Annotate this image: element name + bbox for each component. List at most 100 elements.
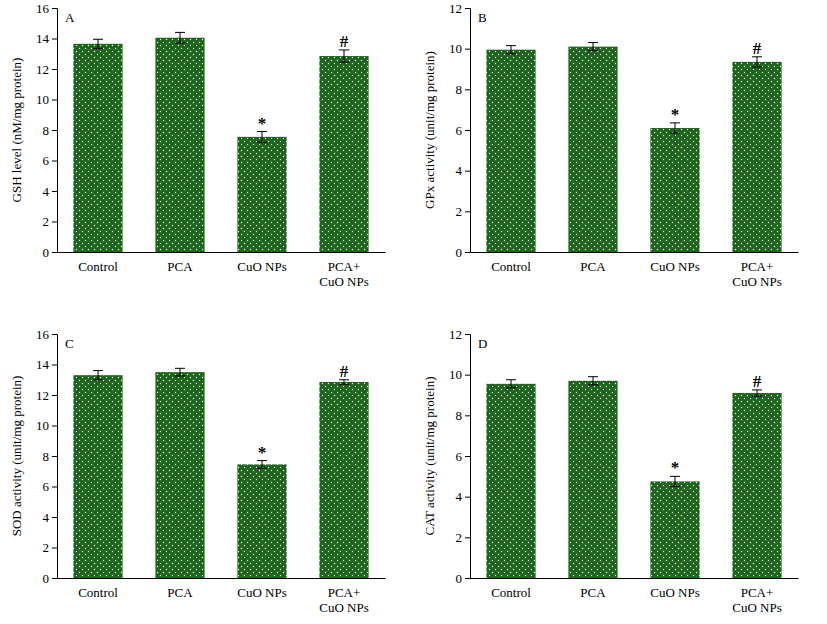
y-tick: 6 — [456, 449, 471, 464]
error-bar — [257, 132, 267, 143]
y-tick: 16 — [36, 1, 57, 16]
error-bar — [588, 43, 598, 51]
y-tick-label: 10 — [449, 41, 462, 56]
significance-marker: * — [671, 105, 680, 124]
y-tick: 8 — [456, 408, 471, 423]
y-tick-mark — [52, 130, 57, 131]
y-tick: 10 — [36, 418, 57, 433]
x-tick: CuO NPs — [237, 252, 287, 274]
significance-marker: * — [258, 443, 267, 462]
y-tick-mark — [52, 69, 57, 70]
x-tick: PCA — [580, 252, 606, 274]
panel-label: C — [65, 336, 74, 351]
y-tick: 2 — [43, 214, 58, 229]
y-tick-mark — [52, 334, 57, 335]
bar — [650, 481, 699, 578]
y-tick: 4 — [456, 163, 471, 178]
x-tick: PCA — [580, 578, 606, 600]
y-tick-mark — [52, 39, 57, 40]
y-tick: 10 — [449, 367, 470, 382]
y-tick-mark — [52, 191, 57, 192]
y-axis-title: GSH level (nM/mg protein) — [9, 58, 24, 203]
y-axis-line — [52, 9, 58, 253]
bar — [155, 372, 204, 578]
plot-area — [73, 32, 368, 252]
y-tick-label: 6 — [43, 479, 50, 494]
y-tick: 6 — [43, 479, 58, 494]
y-tick-label: 4 — [456, 163, 463, 178]
bar — [650, 128, 699, 252]
x-tick-label: PCA — [167, 259, 193, 274]
y-tick: 6 — [43, 153, 58, 168]
bar — [319, 56, 368, 252]
y-tick-mark — [52, 8, 57, 9]
y-tick: 12 — [449, 327, 470, 342]
y-tick-mark — [52, 548, 57, 549]
bar — [73, 44, 122, 252]
y-tick-mark — [465, 497, 470, 498]
y-axis-title: GPx activity (unit/mg protein) — [422, 51, 437, 209]
y-tick-label: 2 — [456, 204, 463, 219]
y-tick-label: 12 — [36, 388, 49, 403]
y-tick: 12 — [36, 388, 57, 403]
y-tick-mark — [465, 415, 470, 416]
panel: 0246810121416ControlPCACuO NPsPCA+CuO NP… — [9, 1, 386, 290]
x-tick-label: PCA+CuO NPs — [732, 585, 782, 615]
y-axis-title: SOD activity (unit/mg protein) — [9, 376, 24, 537]
y-tick-label: 10 — [449, 367, 462, 382]
x-tick-label: PCA — [580, 585, 606, 600]
bar — [732, 62, 781, 252]
y-tick-label: 12 — [449, 327, 462, 342]
y-tick-mark — [52, 395, 57, 396]
x-axis-line — [58, 578, 386, 579]
y-tick-label: 2 — [43, 540, 50, 555]
y-tick: 6 — [456, 123, 471, 138]
bar — [568, 381, 617, 578]
panel: 0246810121416ControlPCACuO NPsPCA+CuO NP… — [9, 327, 386, 616]
y-tick-label: 12 — [36, 62, 49, 77]
y-tick-label: 2 — [456, 530, 463, 545]
x-tick: PCA+CuO NPs — [732, 252, 782, 289]
error-bar — [752, 57, 762, 67]
y-tick-label: 8 — [43, 123, 50, 138]
y-tick-label: 8 — [456, 82, 463, 97]
error-bar — [175, 32, 185, 43]
x-tick-label: PCA+CuO NPs — [319, 259, 369, 289]
x-tick: CuO NPs — [237, 578, 287, 600]
y-tick-mark — [465, 49, 470, 50]
x-tick: CuO NPs — [650, 252, 700, 274]
error-bar — [588, 377, 598, 385]
y-tick-label: 4 — [43, 510, 50, 525]
y-tick-mark — [52, 252, 57, 253]
y-axis-line — [52, 335, 58, 579]
bar — [237, 464, 286, 578]
y-tick-label: 8 — [43, 449, 50, 464]
x-tick-label: CuO NPs — [237, 259, 287, 274]
x-tick: Control — [491, 578, 531, 600]
y-tick-mark — [52, 517, 57, 518]
bar — [155, 38, 204, 252]
error-bar — [257, 461, 267, 469]
y-tick-mark — [465, 171, 470, 172]
x-tick-label: CuO NPs — [237, 585, 287, 600]
y-tick: 0 — [456, 245, 471, 260]
bar — [73, 375, 122, 578]
error-bar — [175, 368, 185, 376]
y-tick-mark — [465, 130, 470, 131]
y-tick-label: 6 — [456, 449, 463, 464]
y-axis: 024681012 — [449, 1, 471, 260]
plot-area — [73, 368, 368, 578]
y-tick: 8 — [43, 123, 58, 138]
x-tick: CuO NPs — [650, 578, 700, 600]
y-tick-mark — [52, 578, 57, 579]
y-tick-label: 10 — [36, 418, 49, 433]
y-tick: 0 — [43, 571, 58, 586]
y-tick-mark — [52, 426, 57, 427]
x-tick: PCA — [167, 578, 193, 600]
y-tick: 4 — [43, 184, 58, 199]
y-tick-label: 6 — [456, 123, 463, 138]
x-tick: PCA — [167, 252, 193, 274]
panel-label: A — [65, 10, 75, 25]
x-tick-label: Control — [78, 259, 118, 274]
y-tick-label: 4 — [43, 184, 50, 199]
